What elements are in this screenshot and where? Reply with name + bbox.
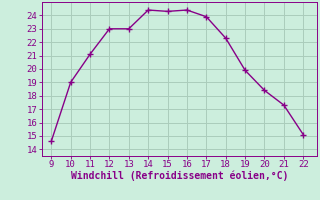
X-axis label: Windchill (Refroidissement éolien,°C): Windchill (Refroidissement éolien,°C) xyxy=(70,171,288,181)
